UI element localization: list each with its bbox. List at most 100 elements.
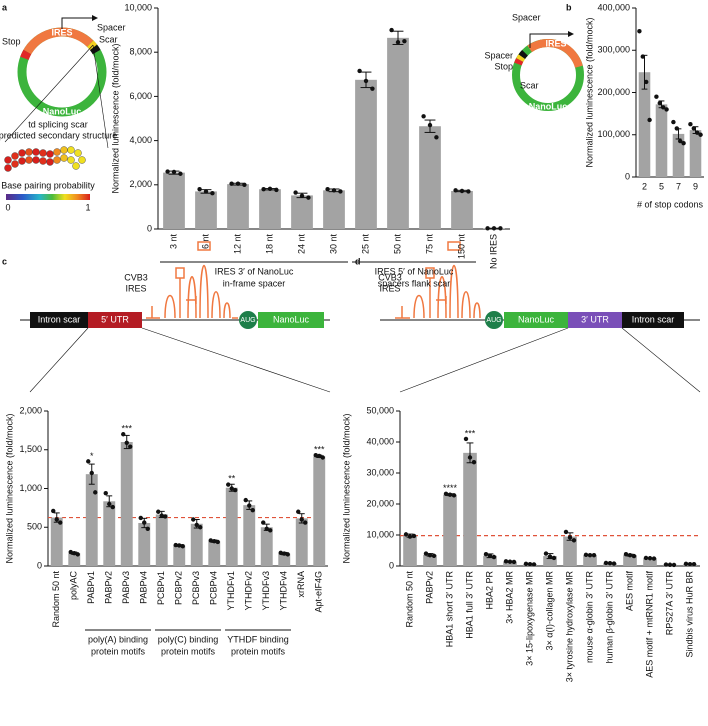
vector-diagram: Stop IRES Spacer Scar NanoLuc td splicin… xyxy=(0,15,126,212)
data-point xyxy=(691,126,696,131)
bar xyxy=(419,126,441,229)
x-tick-label: 24 nt xyxy=(296,234,306,255)
label: AUG xyxy=(240,317,255,324)
data-point xyxy=(331,188,337,193)
data-point xyxy=(651,556,657,561)
label: Scar xyxy=(99,34,118,44)
data-point xyxy=(235,181,241,186)
bar xyxy=(295,518,308,566)
data-point xyxy=(124,440,129,445)
panel-label: c xyxy=(2,256,7,266)
x-tick-label: 3× tyrosine hydroxylase MR xyxy=(564,571,574,683)
bar xyxy=(278,553,291,566)
label: Intron scar xyxy=(38,314,81,324)
data-point xyxy=(667,562,673,567)
y-tick-label: 10,000 xyxy=(366,529,394,539)
label: IRES xyxy=(51,27,72,37)
data-point xyxy=(107,501,112,507)
x-axis-label: # of stop codons xyxy=(637,199,704,209)
group-label: poly(A) binding xyxy=(88,634,148,644)
x-tick-label: human β-globin 3′ UTR xyxy=(604,571,614,664)
x-tick-label: YTHDFv2 xyxy=(244,571,254,611)
x-tick-label: 25 nt xyxy=(360,234,370,255)
bar xyxy=(259,189,281,229)
bar xyxy=(323,190,345,229)
data-point xyxy=(531,562,537,567)
y-tick-label: 20,000 xyxy=(366,498,394,508)
data-point xyxy=(274,187,279,193)
data-point xyxy=(51,508,56,514)
data-point xyxy=(194,522,199,528)
bar xyxy=(543,556,557,566)
data-point xyxy=(395,40,401,45)
reporter-box xyxy=(504,312,568,328)
label: IRES xyxy=(545,38,566,48)
data-point xyxy=(567,535,573,540)
data-point xyxy=(498,226,503,231)
data-point xyxy=(471,459,477,465)
secondary-structure xyxy=(4,146,86,172)
data-point xyxy=(138,515,143,521)
data-point xyxy=(198,525,203,530)
y-tick-label: 2,000 xyxy=(129,179,152,189)
data-point xyxy=(527,561,533,567)
utr-box xyxy=(88,312,142,328)
bar xyxy=(243,505,256,566)
x-tick-label: 18 nt xyxy=(264,234,274,255)
panel-label: b xyxy=(566,2,572,12)
start-codon xyxy=(485,311,503,329)
data-point xyxy=(177,543,182,548)
y-tick-label: 0 xyxy=(147,223,152,233)
data-point xyxy=(210,190,215,196)
data-point xyxy=(229,181,234,186)
data-point xyxy=(250,508,255,513)
y-tick-label: 6,000 xyxy=(129,91,152,101)
data-point xyxy=(523,561,529,567)
arrow-head xyxy=(92,15,98,21)
data-point xyxy=(173,542,178,548)
data-point xyxy=(156,509,161,514)
group-label: IRES 3′ of NanoLuc xyxy=(215,266,294,276)
x-tick-label: PCBPv1 xyxy=(156,571,166,605)
bar xyxy=(138,522,151,566)
y-tick-label: 1,000 xyxy=(19,483,42,493)
label: NanoLuc xyxy=(43,106,82,116)
data-point xyxy=(242,182,247,187)
panel-label: d xyxy=(355,256,361,266)
data-point xyxy=(507,559,513,564)
ires-arc xyxy=(512,38,584,111)
data-point xyxy=(261,187,266,192)
group-label: in-frame spacer xyxy=(223,278,286,288)
data-point xyxy=(226,482,231,487)
group-label: spacers flank scar xyxy=(378,278,451,288)
data-point xyxy=(317,453,322,459)
data-point xyxy=(68,549,73,555)
data-point xyxy=(587,552,593,558)
data-point xyxy=(233,487,238,493)
x-tick-label: 7 xyxy=(676,181,681,191)
y-tick-label: 100,000 xyxy=(597,129,630,139)
x-tick-label: PABPv4 xyxy=(139,571,149,604)
x-tick-label: 30 nt xyxy=(328,234,338,255)
data-point xyxy=(674,126,679,131)
promoter-arrow xyxy=(61,17,92,30)
data-point xyxy=(466,189,471,194)
data-point xyxy=(631,553,637,559)
label: IRES xyxy=(125,283,146,293)
bar xyxy=(155,514,168,566)
data-point xyxy=(208,538,213,543)
zoom-line xyxy=(29,327,89,393)
data-point xyxy=(89,470,94,476)
data-point xyxy=(647,117,652,123)
bar xyxy=(50,517,63,566)
data-point xyxy=(431,553,437,558)
data-point xyxy=(159,513,164,518)
x-tick-label: YTHDFv1 xyxy=(226,571,236,611)
bar xyxy=(623,555,637,566)
inset-vector-diagram: Spacer IRES Spacer Stop Scar NanoLuc xyxy=(484,12,584,111)
data-point xyxy=(142,520,147,525)
label: 3′ UTR xyxy=(581,314,609,324)
spacer-arc xyxy=(17,27,107,117)
x-tick-label: 3 nt xyxy=(168,234,178,250)
